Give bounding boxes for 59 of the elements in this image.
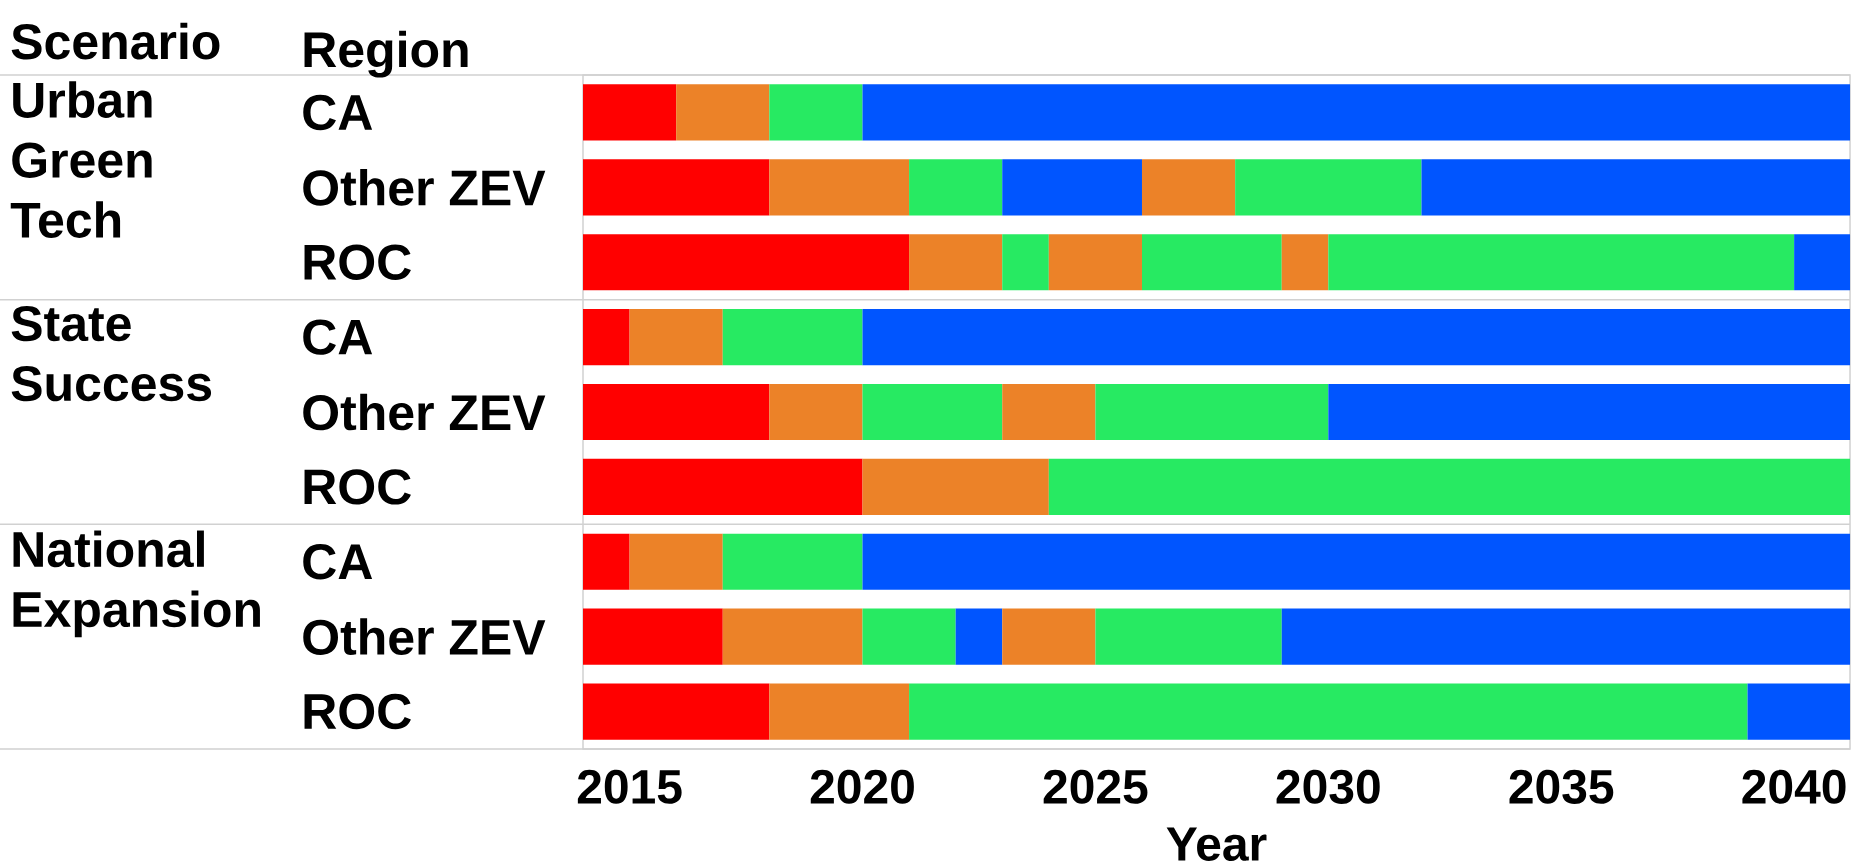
x-tick-label: 2020 xyxy=(810,769,914,804)
bar xyxy=(909,159,1003,216)
bar xyxy=(722,533,863,590)
bar xyxy=(1095,608,1282,665)
y-tick-label: CA xyxy=(303,94,373,131)
x-axis-title: Year xyxy=(1166,827,1267,861)
bar xyxy=(769,159,910,216)
x-tick-label: 2015 xyxy=(577,769,682,804)
bar xyxy=(862,533,1851,590)
bar xyxy=(722,309,863,366)
bar xyxy=(583,309,630,366)
x-tick-label: 2030 xyxy=(1276,769,1380,804)
y-tick-label: Other ZEV xyxy=(303,168,546,206)
bar xyxy=(955,608,1003,665)
bar xyxy=(583,608,723,665)
bar xyxy=(583,159,770,216)
bar xyxy=(583,383,770,441)
y-tick-label: ROC xyxy=(304,693,411,730)
bar xyxy=(676,84,770,141)
bar xyxy=(1002,234,1049,291)
text: Urban Green Tech xyxy=(10,81,152,238)
text: Region xyxy=(304,30,468,78)
bar xyxy=(769,683,910,740)
bar xyxy=(909,683,1748,740)
bar xyxy=(1747,683,1851,740)
text: Scenario xyxy=(11,22,220,60)
y-tick-label: Other ZEV xyxy=(303,393,546,431)
y-tick-label: CA xyxy=(303,319,373,355)
bar xyxy=(769,84,863,141)
bar xyxy=(909,234,1003,291)
x-tick-label: 2025 xyxy=(1043,769,1148,804)
bar xyxy=(1048,458,1851,515)
bar xyxy=(583,458,863,515)
bar xyxy=(862,309,1851,366)
bar xyxy=(862,383,1003,441)
bar xyxy=(862,608,956,665)
bar xyxy=(1281,608,1851,665)
bar xyxy=(769,383,863,441)
bar xyxy=(1794,234,1851,291)
text: State Success xyxy=(11,305,212,402)
text: National Expansion xyxy=(13,530,260,638)
bar xyxy=(862,84,1851,141)
bar xyxy=(1235,159,1422,216)
y-tick-label: Other ZEV xyxy=(303,618,546,656)
bar xyxy=(1002,159,1142,216)
bar xyxy=(629,309,723,366)
x-tick-label: 2040 xyxy=(1742,769,1846,804)
bar xyxy=(583,84,677,141)
bar xyxy=(583,234,910,291)
bar xyxy=(862,458,1049,515)
bar xyxy=(1421,159,1851,216)
y-tick-label: CA xyxy=(303,544,373,580)
y-tick-label: ROC xyxy=(304,469,411,505)
x-tick-label: 2035 xyxy=(1509,769,1614,804)
bar xyxy=(722,608,863,665)
bar xyxy=(583,683,770,740)
bar xyxy=(583,533,630,590)
bar xyxy=(629,533,723,590)
y-tick-label: ROC xyxy=(304,244,411,280)
